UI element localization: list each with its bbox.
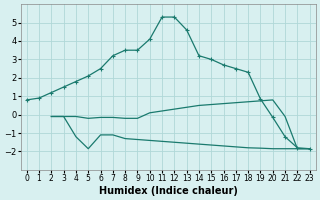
X-axis label: Humidex (Indice chaleur): Humidex (Indice chaleur)	[99, 186, 238, 196]
